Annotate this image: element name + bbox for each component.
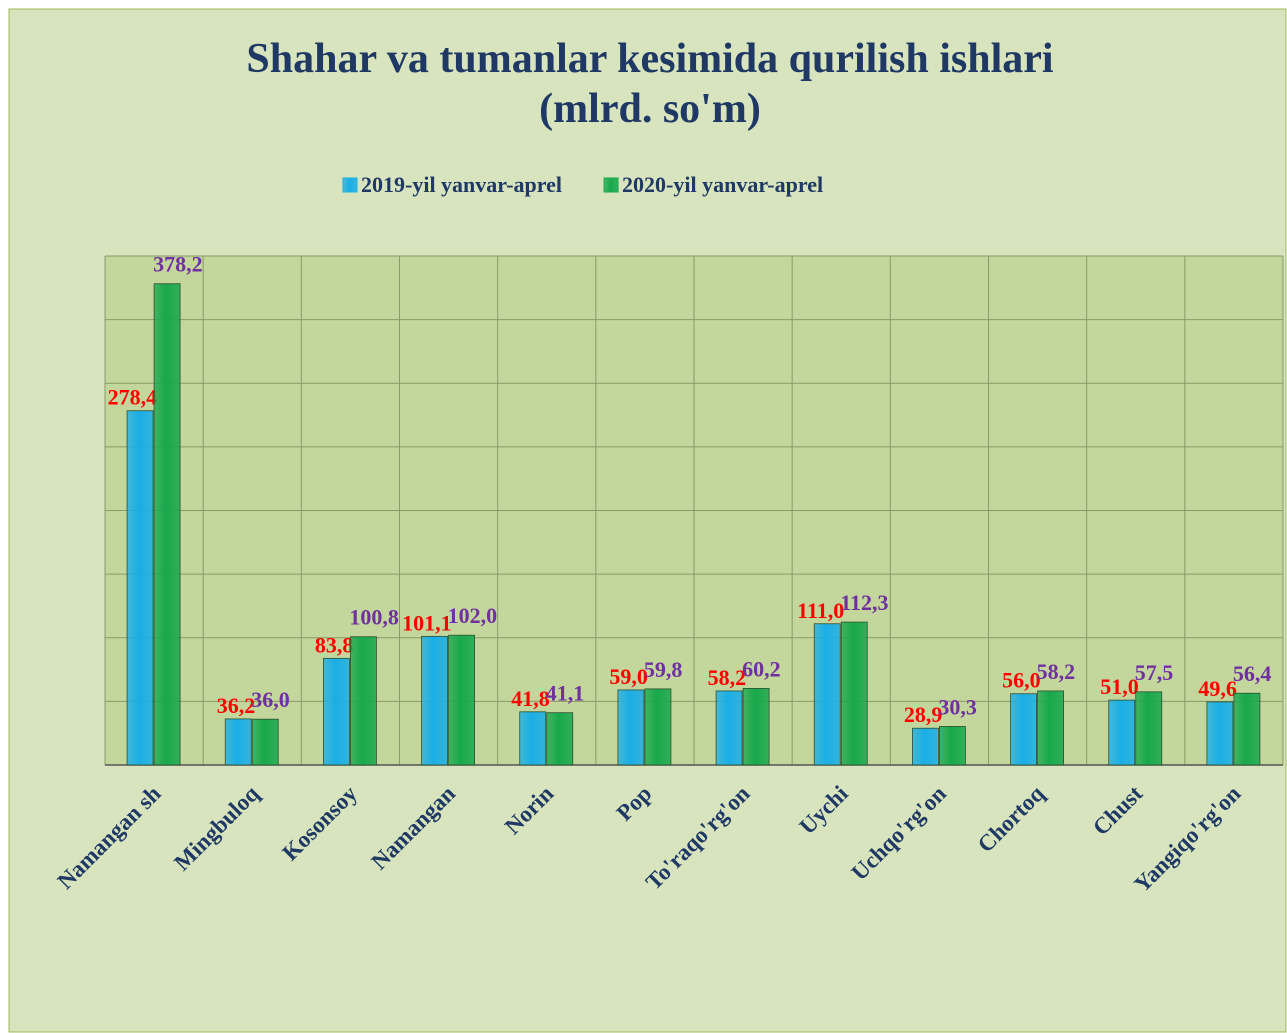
bar: [840, 621, 868, 766]
bar: [912, 727, 939, 766]
value-label: 101,1: [402, 610, 452, 635]
legend-swatch: [342, 177, 358, 193]
bar: [1135, 691, 1163, 766]
bar: [421, 635, 448, 766]
value-label: 59,8: [644, 657, 683, 682]
value-label: 58,2: [1037, 659, 1076, 684]
value-label: 57,5: [1135, 660, 1174, 685]
bar: [1108, 699, 1136, 766]
bar: [617, 689, 645, 766]
chart-title: Shahar va tumanlar kesimida qurilish ish…: [246, 36, 1053, 82]
value-label: 83,8: [315, 632, 354, 657]
bar: [546, 712, 574, 766]
value-label: 30,3: [938, 694, 977, 719]
bar: [715, 690, 743, 766]
bar: [448, 634, 475, 766]
value-label: 111,0: [797, 598, 844, 623]
legend-label: 2020-yil yanvar-aprel: [622, 172, 823, 197]
bar: [939, 726, 966, 766]
value-label: 58,2: [708, 665, 747, 690]
bar: [251, 718, 279, 766]
value-label: 51,0: [1100, 674, 1139, 699]
value-label: 36,2: [217, 693, 256, 718]
value-label: 102,0: [448, 603, 498, 628]
bar: [224, 718, 252, 766]
value-label: 60,2: [742, 656, 781, 681]
bar: [813, 623, 841, 766]
value-label: 56,0: [1002, 668, 1041, 693]
value-label: 41,1: [546, 681, 585, 706]
value-label: 59,0: [609, 664, 648, 689]
value-label: 28,9: [904, 702, 943, 727]
value-label: 56,4: [1233, 661, 1272, 686]
bar: [1206, 701, 1234, 766]
value-label: 378,2: [153, 252, 203, 277]
bar: [1233, 692, 1261, 766]
bar: [1037, 690, 1064, 766]
value-label: 36,0: [251, 687, 290, 712]
chart-subtitle: (mlrd. so'm): [539, 86, 761, 132]
value-label: 112,3: [840, 590, 888, 615]
value-label: 100,8: [349, 605, 399, 630]
bar: [126, 410, 154, 766]
bar: [350, 636, 377, 766]
legend-label: 2019-yil yanvar-aprel: [361, 172, 562, 197]
bar: [1010, 693, 1037, 766]
value-label: 41,8: [511, 686, 550, 711]
bar: [323, 657, 350, 766]
bar: [153, 283, 181, 766]
value-label: 278,4: [108, 385, 158, 410]
bar: [519, 711, 547, 766]
bar: [742, 687, 770, 766]
legend-swatch: [603, 177, 619, 193]
value-label: 49,6: [1198, 676, 1237, 701]
bar: [644, 688, 672, 766]
